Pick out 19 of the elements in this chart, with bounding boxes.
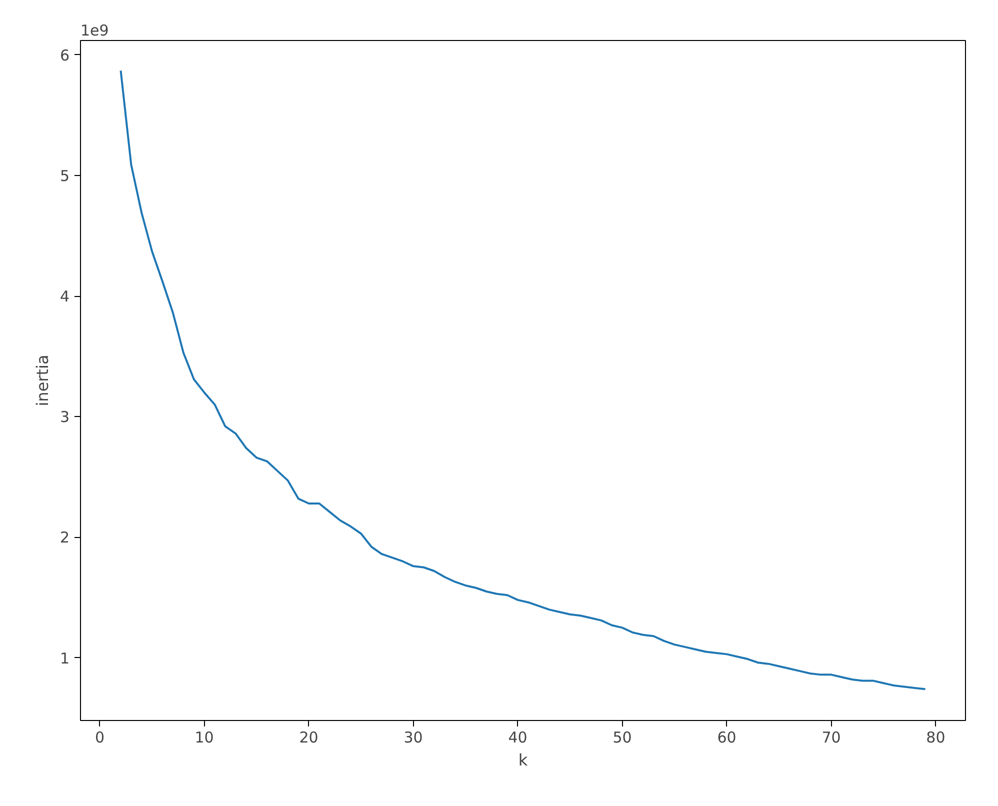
x-tick-label: 30	[404, 728, 423, 746]
x-tick-label: 70	[822, 728, 841, 746]
y-axis-title: inertia	[32, 354, 52, 406]
x-tick-label: 40	[508, 728, 528, 746]
x-tick-label: 80	[926, 728, 946, 746]
y-tick-label: 6	[60, 46, 70, 64]
x-tick-label: 50	[612, 728, 632, 746]
x-tick-label: 0	[95, 728, 105, 746]
x-tick-label: 20	[299, 728, 318, 746]
x-tick-label: 60	[717, 728, 736, 746]
text: 1e9	[80, 22, 109, 40]
x-axis-title: k	[518, 750, 528, 770]
y-tick-label: 2	[60, 528, 70, 547]
y-tick-label: 4	[60, 288, 70, 306]
x-tick-label: 10	[194, 728, 214, 746]
line-series	[120, 70, 926, 690]
y-tick-label: 3	[60, 408, 70, 426]
y-tick-label: 5	[60, 167, 70, 186]
y-tick-label: 1	[60, 649, 70, 668]
